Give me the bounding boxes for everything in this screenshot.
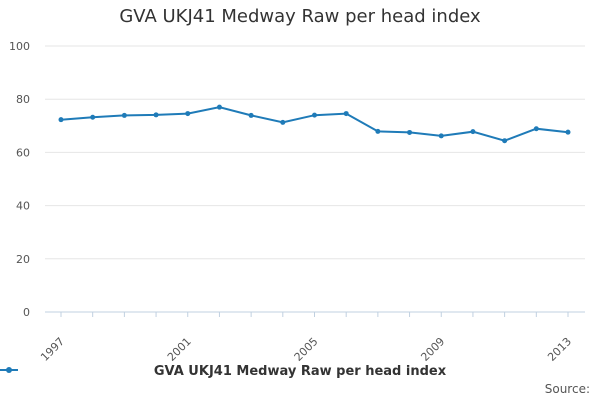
data-point-2007[interactable] [375,128,381,134]
data-point-2000[interactable] [153,112,159,118]
data-point-1999[interactable] [121,112,127,118]
legend-swatch [0,367,18,373]
data-point-2009[interactable] [438,133,444,139]
data-point-2001[interactable] [185,111,191,117]
x-axis: 1997 2001 2005 2009 2013 [38,311,585,364]
data-point-2005[interactable] [312,112,317,118]
data-point-2002[interactable] [216,104,222,110]
x-tick-label: 2001 [165,335,194,364]
y-tick-label: 60 [16,146,30,159]
data-point-2011[interactable] [502,138,508,144]
data-point-2013[interactable] [565,129,571,135]
x-tick-label: 2009 [418,335,447,364]
y-tick-label: 40 [16,200,30,213]
data-point-2008[interactable] [407,129,413,135]
x-tick-label: 1997 [38,335,67,364]
data-point-1997[interactable] [58,117,64,123]
y-axis: 0 20 40 60 80 100 [9,40,30,319]
data-point-1998[interactable] [90,114,96,120]
y-tick-label: 0 [23,306,30,319]
source-note: Source: [544,382,590,396]
gridlines [45,45,585,313]
y-tick-label: 100 [9,40,30,53]
data-point-2012[interactable] [533,126,539,132]
legend-label: GVA UKJ41 Medway Raw per head index [153,364,447,379]
x-tick-label: 2005 [292,335,321,364]
data-point-2004[interactable] [280,119,286,125]
chart-title: GVA UKJ41 Medway Raw per head index [119,6,481,27]
series-layer [58,104,571,144]
y-tick-label: 20 [16,253,30,266]
x-tick-label: 2013 [545,335,574,364]
data-point-2010[interactable] [470,129,476,135]
series-line [60,106,569,142]
legend[interactable]: GVA UKJ41 Medway Raw per head index [0,364,600,379]
data-point-2006[interactable] [343,111,349,117]
data-point-2003[interactable] [248,112,254,118]
y-tick-label: 80 [16,93,30,106]
